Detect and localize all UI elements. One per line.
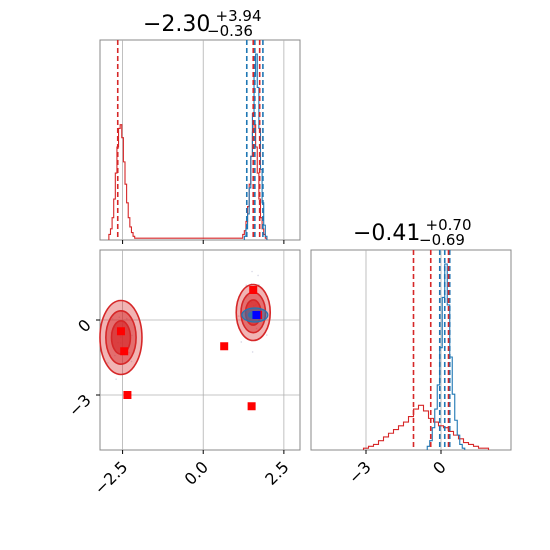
- scatter-point: [266, 334, 268, 336]
- tick-label-x-param-1: −2.5: [90, 457, 131, 498]
- panel-param-1-hist-frame: [100, 40, 300, 240]
- marker-red: [123, 391, 131, 399]
- marker-red: [220, 342, 228, 350]
- tick-label-y-param-2: −3: [65, 390, 95, 420]
- tick-label-x-param-2: 0: [429, 457, 450, 478]
- title-param-2-minus: −0.69: [419, 231, 465, 249]
- title-param-2-median: −0.41: [353, 221, 420, 246]
- marker-blue: [252, 311, 260, 319]
- scatter-point: [252, 351, 254, 353]
- marker-red: [249, 286, 257, 294]
- tick-label-x-param-2: −3: [345, 457, 375, 487]
- marker-red: [120, 347, 128, 355]
- scatter-point: [257, 275, 259, 277]
- scatter-point: [251, 271, 253, 273]
- title-param-1-median: −2.30: [143, 12, 210, 37]
- tick-label-x-param-1: 0.0: [181, 457, 212, 488]
- tick-label-x-param-1: 2.5: [261, 457, 292, 488]
- marker-red: [117, 327, 125, 335]
- tick-label-y-param-2: 0: [74, 315, 95, 336]
- marker-red: [248, 402, 256, 410]
- title-param-1-minus: −0.36: [207, 22, 253, 40]
- scatter-point: [115, 378, 117, 380]
- scatter-point: [240, 341, 242, 343]
- plot-layer: −2.5 0.0 2.5 −3 0 −3 0: [65, 40, 511, 498]
- panel-param-2-hist-frame: [311, 250, 511, 450]
